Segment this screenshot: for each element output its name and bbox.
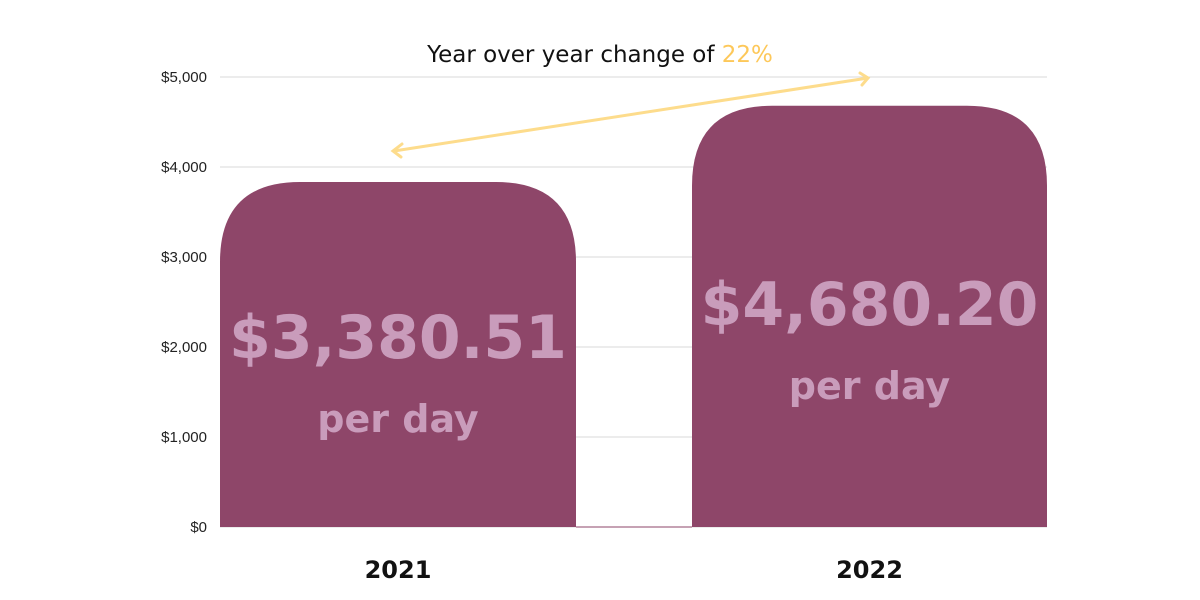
arrow-head-left	[390, 142, 404, 159]
bars: $3,380.51 per day 2021 $4,680.20 per day 2022	[220, 105, 1047, 584]
arrow-head-right	[858, 71, 871, 87]
bar-2021	[220, 182, 576, 527]
bar-2022	[692, 105, 1047, 528]
data-label: $4,680.20	[701, 270, 1039, 340]
x-tick-label: 2022	[836, 556, 903, 584]
data-label: $3,380.51	[229, 303, 567, 373]
y-tick-label: $1,000	[161, 429, 207, 446]
title-text: Year over year change of	[426, 42, 715, 68]
x-tick-label: 2021	[365, 556, 432, 584]
y-tick-label: $0	[190, 519, 207, 536]
data-label-unit: per day	[317, 397, 479, 441]
title-highlight: 22%	[722, 42, 773, 68]
arrow-shaft	[392, 76, 870, 153]
y-tick-label: $3,000	[161, 249, 207, 266]
y-axis: $0 $1,000 $2,000 $3,000 $4,000 $5,000	[161, 69, 207, 536]
change-arrow	[390, 71, 871, 159]
y-tick-label: $5,000	[161, 69, 207, 86]
chart-title: Year over year change of 22%	[426, 42, 773, 68]
y-tick-label: $2,000	[161, 339, 207, 356]
data-label-unit: per day	[789, 364, 951, 408]
y-tick-label: $4,000	[161, 159, 207, 176]
